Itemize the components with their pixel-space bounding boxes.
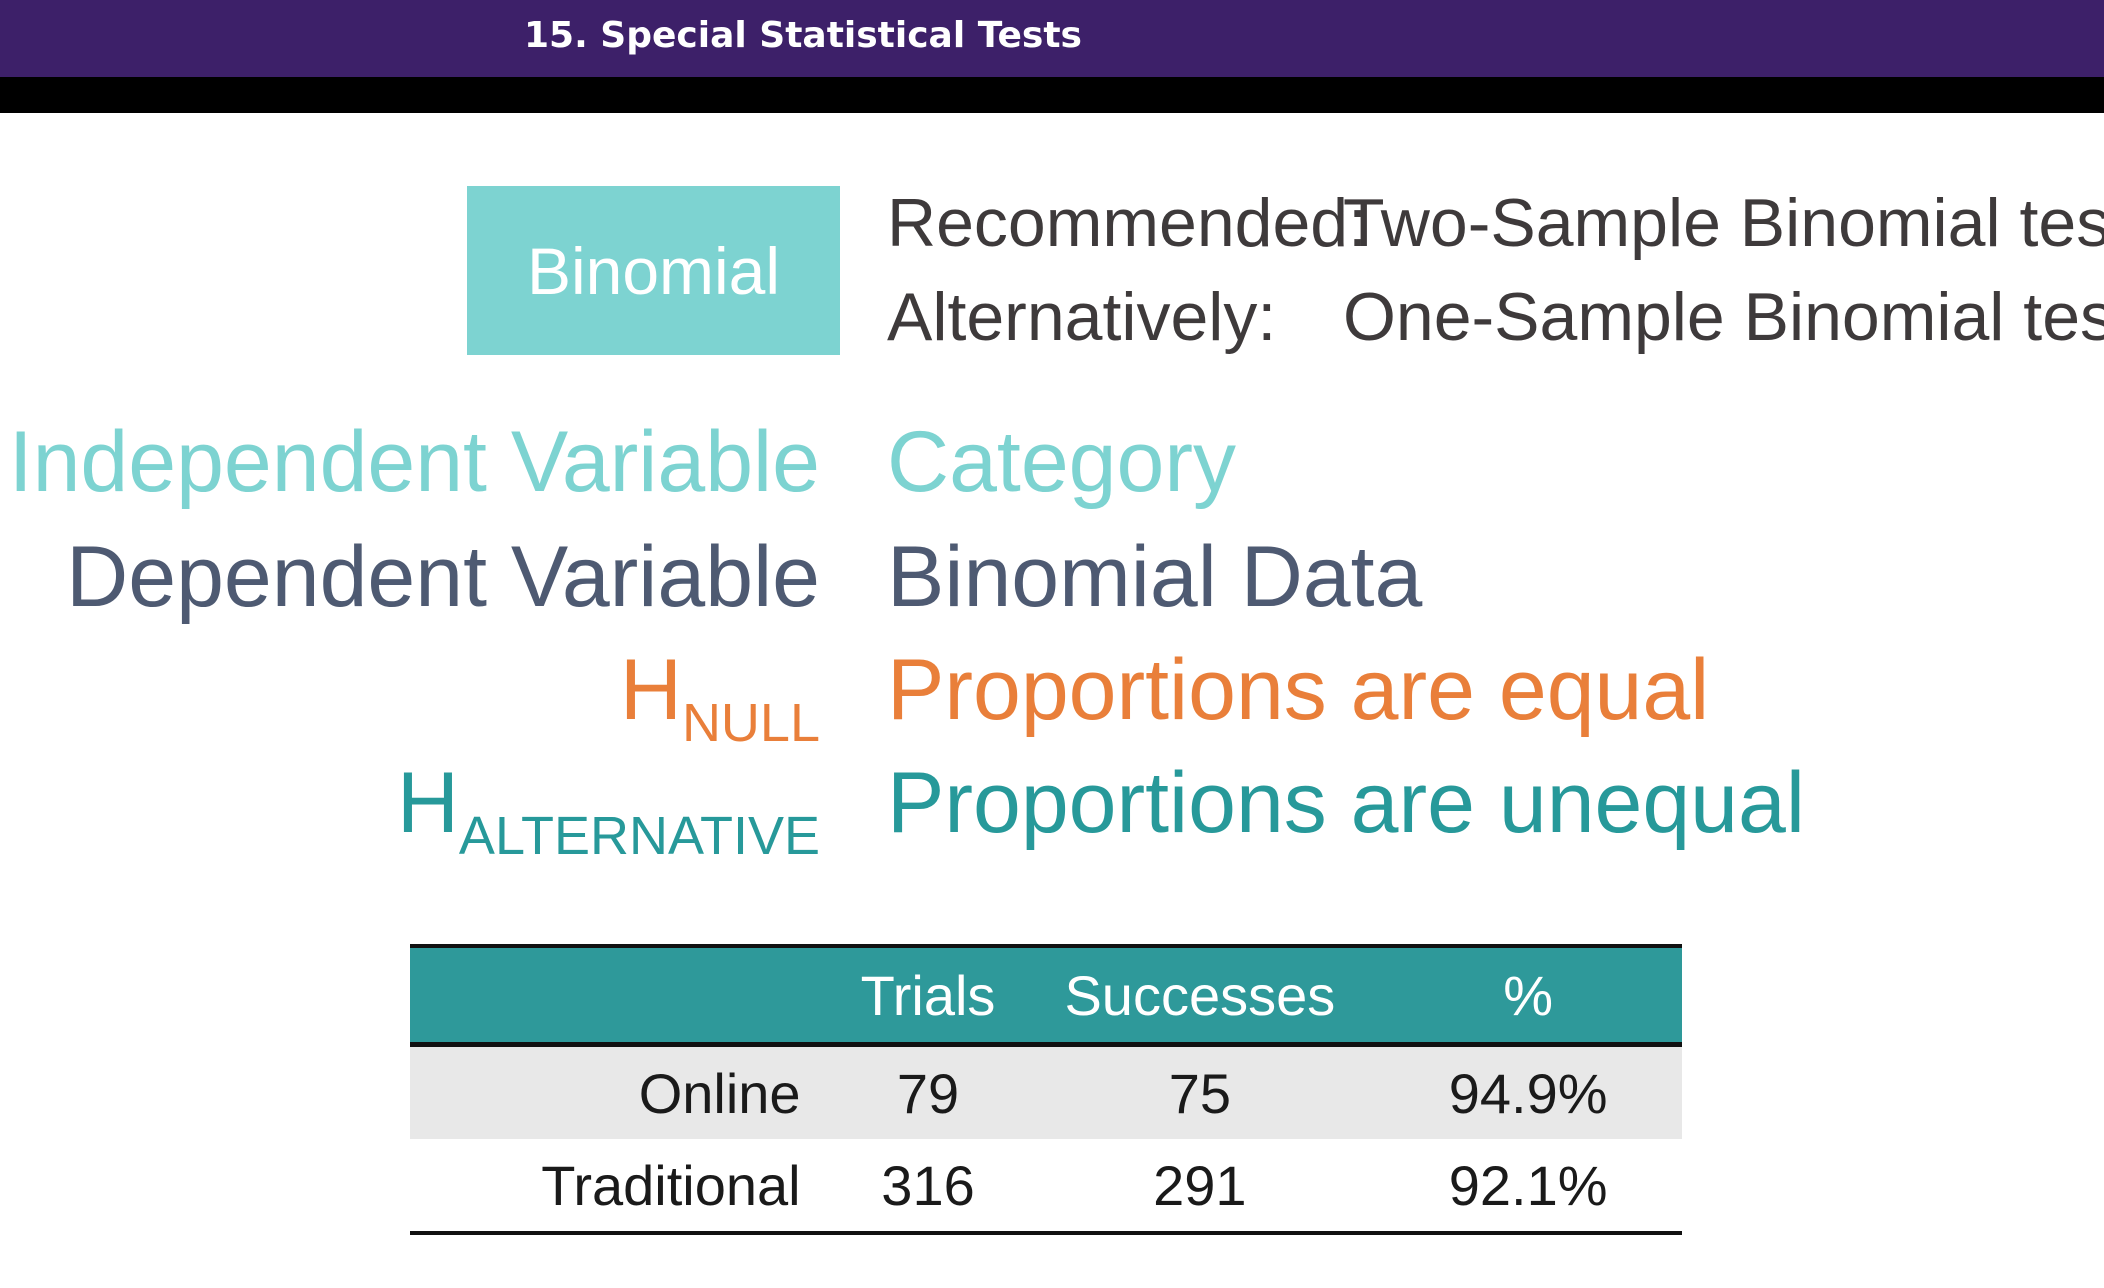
dependent-variable-value: Binomial Data [887, 529, 1423, 625]
halternative-h: H [396, 755, 459, 851]
hnull-subscript: NULL [681, 693, 820, 753]
table-cell: 92.1% [1374, 1139, 1682, 1235]
alternatively-label: Alternatively: [887, 279, 1277, 355]
page-title: 15. Special Statistical Tests [524, 15, 1082, 56]
row-label: Traditional [410, 1139, 831, 1235]
header-bar: 15. Special Statistical Tests [0, 0, 2104, 77]
table-row: Online 79 75 94.9% [410, 1044, 1682, 1139]
table-cell: 291 [1025, 1139, 1375, 1235]
table-header-row: Trials Successes % [410, 944, 1682, 1047]
hnull-label: HNULL [620, 640, 820, 773]
alternatively-value: One-Sample Binomial test [1343, 279, 2104, 355]
recommended-label: Recommended: [887, 185, 1368, 261]
slide-canvas [0, 113, 2104, 1288]
halternative-subscript: ALTERNATIVE [458, 806, 820, 866]
results-table: Trials Successes % Online 79 75 94.9% Tr… [410, 944, 1682, 1235]
recommended-value: Two-Sample Binomial test [1343, 185, 2104, 261]
table-header-cell: Trials [830, 944, 1026, 1047]
table-cell: 79 [896, 1061, 960, 1125]
divider-bar [0, 77, 2104, 113]
test-type-badge: Binomial [467, 186, 840, 355]
table-cell: 94.9% [1448, 1061, 1608, 1125]
table-header-cell: % [1374, 944, 1682, 1047]
hnull-h: H [619, 642, 682, 738]
independent-variable-label: Independent Variable [8, 414, 820, 510]
row-label: Online [638, 1061, 801, 1125]
hnull-value: Proportions are equal [887, 642, 1710, 738]
table-cell: 316 [830, 1139, 1026, 1235]
dependent-variable-label: Dependent Variable [66, 529, 820, 625]
table-header-cell [410, 944, 831, 1047]
independent-variable-value: Category [887, 414, 1236, 510]
table-cell: 75 [1168, 1061, 1231, 1125]
halternative-value: Proportions are unequal [887, 755, 1805, 851]
table-row: Traditional 316 291 92.1% [410, 1139, 1682, 1235]
halternative-label: HALTERNATIVE [397, 753, 820, 886]
table-header-cell: Successes [1025, 944, 1375, 1047]
